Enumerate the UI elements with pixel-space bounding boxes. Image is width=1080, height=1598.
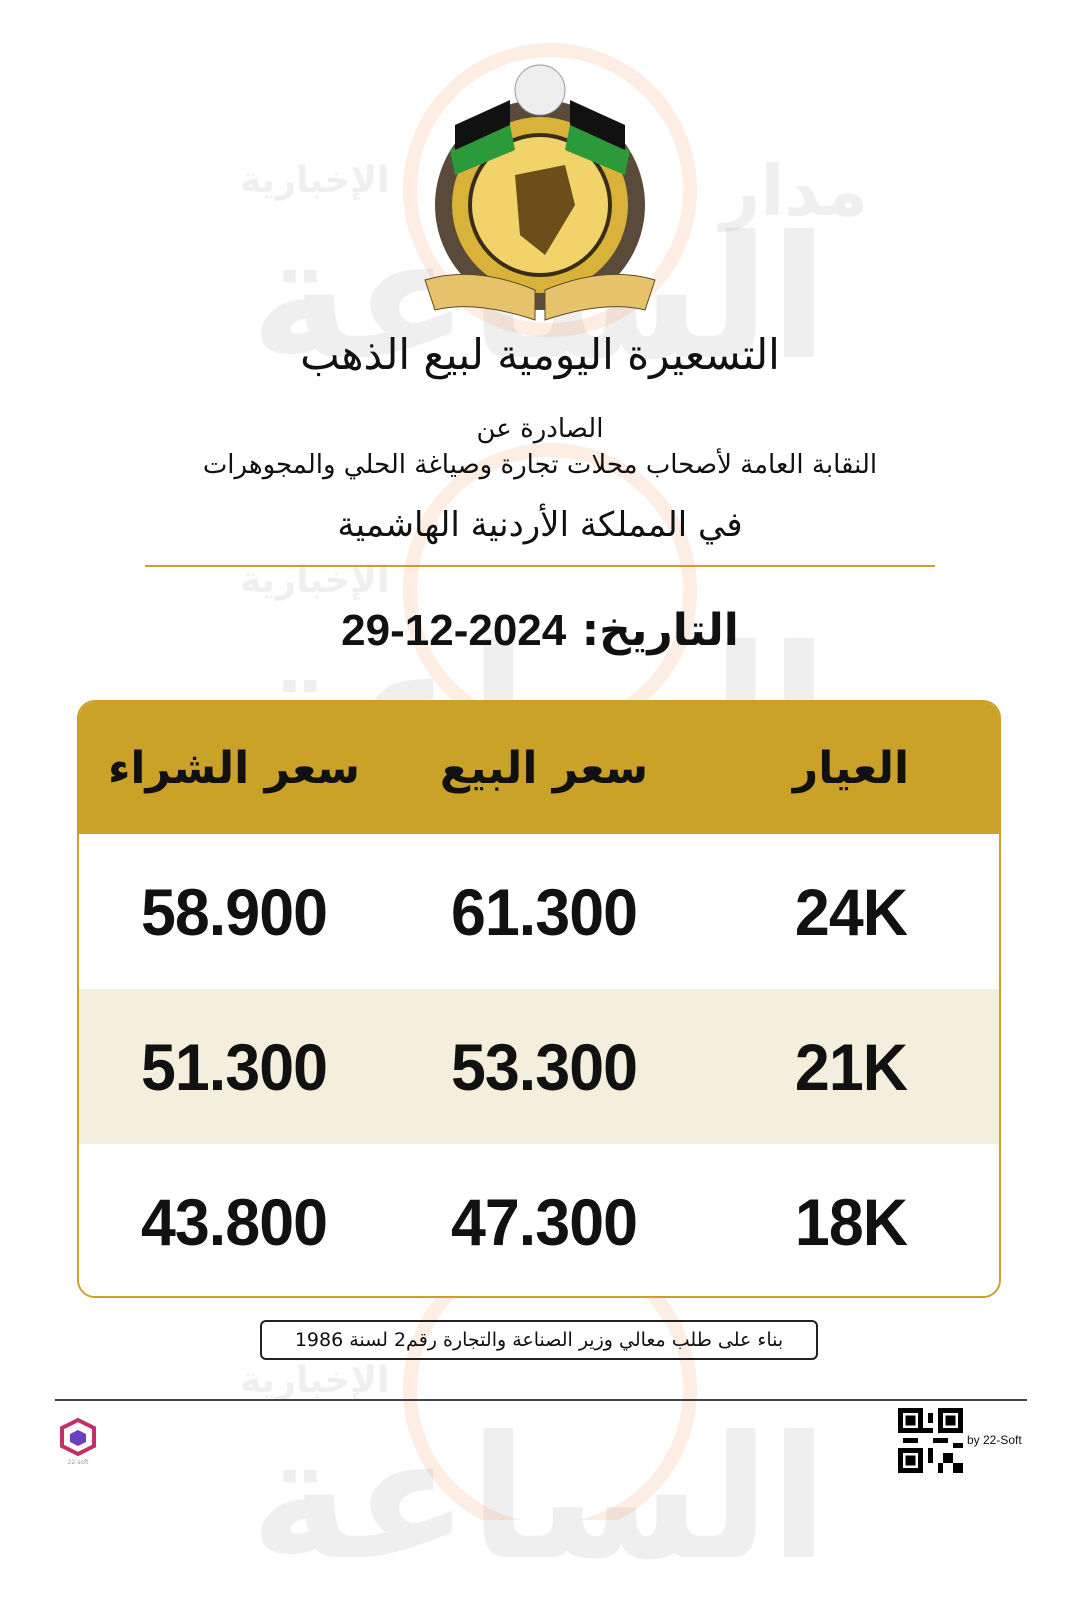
date-value: 29-12-2024	[341, 606, 567, 655]
header-buy: سعر الشراء	[107, 742, 361, 794]
buy-price: 51.300	[140, 1029, 328, 1104]
watermark: الإخبارية	[240, 160, 390, 201]
date-line: التاريخ: 29-12-2024	[0, 605, 1080, 656]
table-row: 51.300 53.300 21K	[79, 989, 999, 1144]
organization-name: النقابة العامة لأصحاب محلات تجارة وصياغة…	[202, 450, 878, 480]
credit-text: by 22-Soft	[967, 1433, 1022, 1447]
watermark: الإخبارية	[240, 1360, 390, 1401]
header-karat: العيار	[792, 742, 910, 794]
qr-code-icon	[898, 1408, 963, 1473]
price-table: سعر الشراء سعر البيع العيار 58.900 61.30…	[77, 700, 1001, 1298]
svg-text:22-soft: 22-soft	[68, 1459, 90, 1466]
date-label: التاريخ:	[581, 605, 739, 656]
karat: 18K	[794, 1184, 908, 1259]
divider	[145, 565, 935, 567]
issued-by: الصادرة عن	[476, 414, 604, 444]
sell-price: 47.300	[450, 1184, 638, 1259]
table-header: سعر الشراء سعر البيع العيار	[79, 702, 999, 834]
buy-price: 43.800	[140, 1184, 328, 1259]
country-name: في المملكة الأردنية الهاشمية	[337, 505, 743, 545]
header-sell: سعر البيع	[439, 742, 649, 794]
karat: 21K	[794, 1029, 908, 1104]
karat: 24K	[794, 874, 908, 949]
table-row: 58.900 61.300 24K	[79, 834, 999, 989]
22-soft-logo-icon: 22-soft	[60, 1418, 96, 1466]
table-row: 43.800 47.300 18K	[79, 1144, 999, 1296]
sell-price: 53.300	[450, 1029, 638, 1104]
watermark: مدار	[720, 150, 869, 232]
footer-divider	[55, 1399, 1027, 1401]
syndicate-logo	[424, 64, 656, 321]
page-title: التسعيرة اليومية لبيع الذهب	[300, 330, 780, 379]
sell-price: 61.300	[450, 874, 638, 949]
legal-note: بناء على طلب معالي وزير الصناعة والتجارة…	[260, 1320, 818, 1360]
buy-price: 58.900	[140, 874, 328, 949]
